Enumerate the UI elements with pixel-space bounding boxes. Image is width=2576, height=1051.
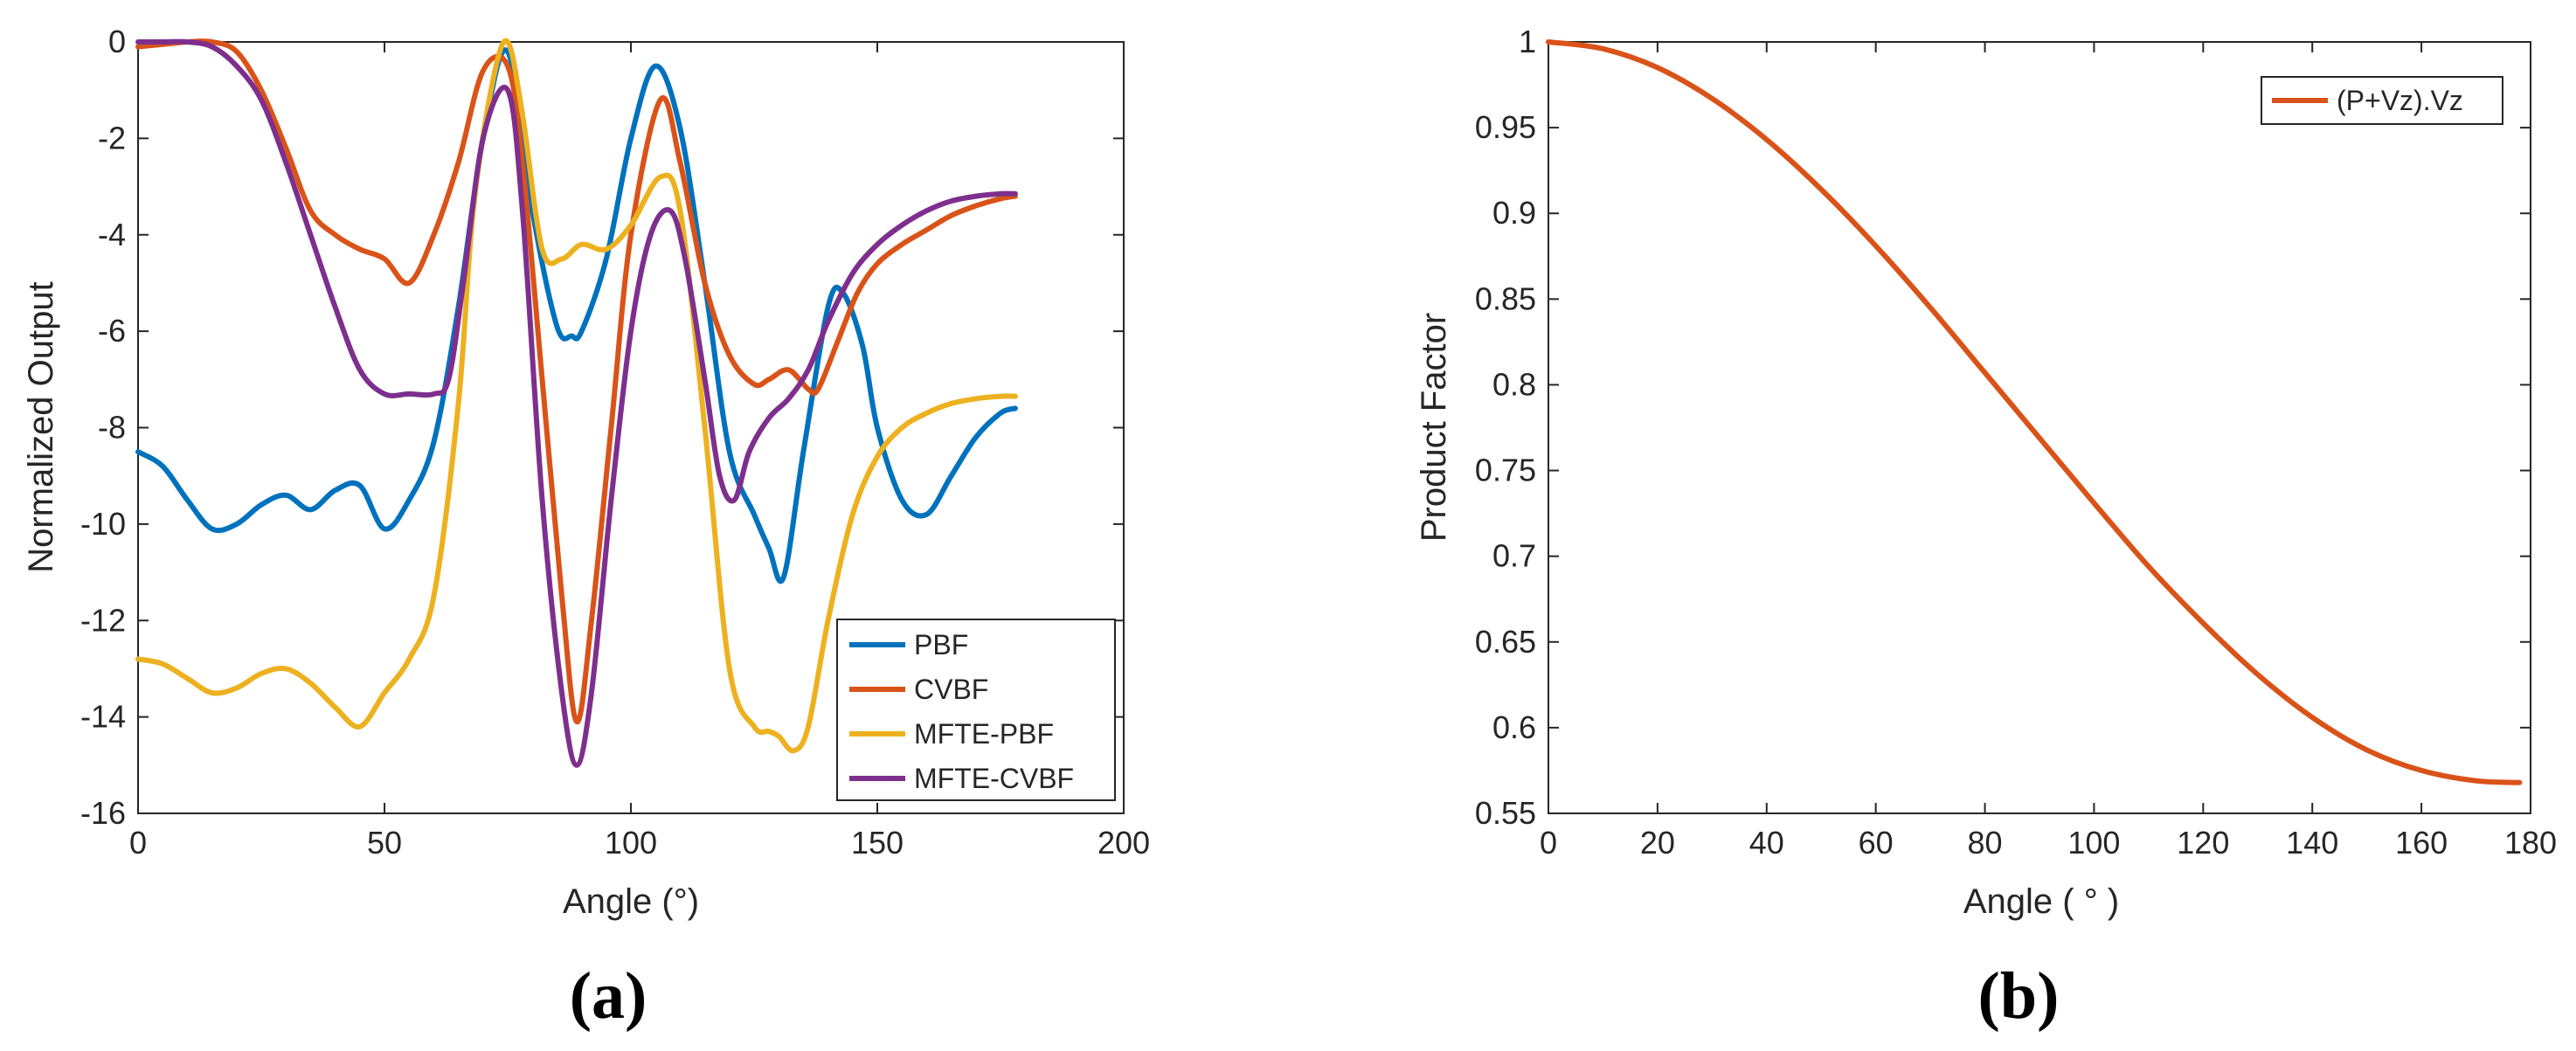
panel-b-x-tick-label: 60 [1859, 825, 1894, 861]
panel-b-x-tick-label: 100 [2067, 825, 2120, 861]
panel-a-legend: PBF CVBF MFTE-PBF MFTE-CVBF [836, 619, 1116, 801]
panel-a-lines [135, 38, 1018, 768]
panel-a-x-tick-label: 200 [1098, 825, 1150, 861]
panel-a-y-tick-label: -8 [98, 410, 126, 446]
panel-b-x-tick-label: 20 [1640, 825, 1675, 861]
panel-b-y-tick-label: 1 [1519, 24, 1536, 59]
panel-b-x-tick-label: 160 [2395, 825, 2448, 861]
panel-a-y-tick-label: -2 [98, 120, 126, 156]
chart-panel-a: 0 50 100 150 200 0 -2 -4 -6 -8 -10 -12 -14 -16 Angle … [22, 24, 1150, 1033]
panel-a-y-tick-label: -10 [80, 506, 126, 542]
panel-b-legend: (P+Vz).Vz [2261, 76, 2503, 125]
panel-b-y-tick-label: 0.6 [1492, 709, 1536, 745]
panel-b-x-tick-label: 180 [2504, 825, 2557, 861]
panel-b-y-tick-label: 0.65 [1475, 624, 1536, 660]
legend-label: CVBF [914, 674, 988, 705]
panel-a-x-tick-label: 0 [129, 825, 147, 861]
panel-b-x-axis-label: Angle ( ° ) [1963, 882, 2119, 921]
series-line-cvbf [135, 38, 1018, 725]
panel-b-y-tick-label: 0.8 [1492, 366, 1536, 402]
series-line-pbf [135, 47, 1018, 584]
panel-a-y-tick-label: 0 [108, 24, 126, 59]
legend-label: (P+Vz).Vz [2337, 85, 2463, 116]
plot-area-b [1548, 41, 2531, 814]
panel-a-y-axis-label: Normalized Output [22, 281, 60, 572]
panel-b-label: (b) [1978, 959, 2060, 1033]
panel-b-y-axis-label: Product Factor [1415, 313, 1453, 542]
panel-a-x-tick-label: 150 [851, 825, 904, 861]
series-line--p-vz-vz [1546, 39, 2523, 785]
panel-a-label: (a) [570, 959, 647, 1033]
panel-b-y-tick-label: 0.85 [1475, 280, 1536, 316]
panel-a-x-tick-label: 100 [605, 825, 657, 861]
legend-label: MFTE-PBF [914, 718, 1054, 750]
panel-b-x-tick-label: 40 [1749, 825, 1784, 861]
panel-a-y-tick-label: -16 [80, 795, 126, 831]
panel-b-y-tick-label: 0.7 [1492, 538, 1536, 574]
panel-b-y-tick-label: 0.95 [1475, 109, 1536, 145]
chart-panel-b: 0 20 40 60 80 100 120 140 160 180 1 0.95 0.9 0.85 0.8 0… [1415, 24, 2557, 1033]
panel-b-x-tick-label: 80 [1968, 825, 2003, 861]
series-line-mfte-pbf [135, 38, 1018, 754]
panel-b-x-tick-label: 120 [2177, 825, 2229, 861]
legend-label: MFTE-CVBF [914, 763, 1074, 794]
legend-label: PBF [914, 629, 968, 660]
panel-a-legend-box [836, 619, 1116, 801]
panel-b-lines [1546, 39, 2523, 785]
series-line-mfte-cvbf [135, 38, 1018, 768]
panel-a-ticks: 0 50 100 150 200 0 -2 -4 -6 -8 -10 -12 -14 -16 [80, 24, 1150, 861]
panel-b-x-tick-label: 140 [2286, 825, 2338, 861]
panel-b-legend-box [2261, 76, 2503, 125]
panel-a-x-tick-label: 50 [367, 825, 402, 861]
panel-a-y-tick-label: -4 [98, 217, 126, 252]
panel-a-x-axis-label: Angle (°) [563, 882, 699, 921]
panel-b-ticks: 0 20 40 60 80 100 120 140 160 180 1 0.95 0.9 0.85 0.8 0… [1475, 24, 2557, 861]
panel-b-y-tick-label: 0.55 [1475, 795, 1536, 831]
panel-a-y-tick-label: -6 [98, 313, 126, 349]
panel-a-y-tick-label: -12 [80, 602, 126, 638]
panel-b-y-tick-label: 0.75 [1475, 453, 1536, 488]
panel-b-x-tick-label: 0 [1540, 825, 1557, 861]
panel-b-y-tick-label: 0.9 [1492, 195, 1536, 231]
panel-a-y-tick-label: -14 [80, 699, 126, 735]
